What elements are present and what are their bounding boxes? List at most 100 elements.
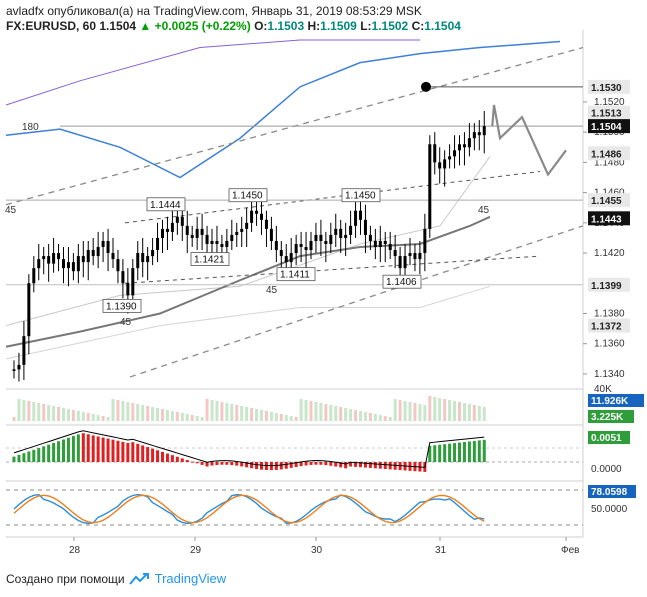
volume-bar xyxy=(408,402,412,421)
price-label: 1.1513 xyxy=(591,109,622,120)
volume-bar xyxy=(383,416,387,421)
stoch-value-box xyxy=(588,485,636,498)
candle-body xyxy=(373,240,377,248)
volume-bar xyxy=(42,404,46,421)
volume-bar xyxy=(81,412,85,421)
candle-body xyxy=(37,259,41,269)
macd-hist-bar xyxy=(324,462,328,466)
macd-hist-bar xyxy=(116,440,120,462)
annotation-label: 1.1406 xyxy=(386,277,417,288)
volume-bar xyxy=(378,415,382,421)
volume-bar xyxy=(304,400,308,421)
candle-body xyxy=(116,259,120,272)
macd-hist-bar xyxy=(284,462,288,469)
open-value: 1.1503 xyxy=(267,19,305,33)
author[interactable]: avladfx xyxy=(6,4,45,18)
macd-hist-bar xyxy=(368,462,372,468)
volume-bar xyxy=(146,406,150,421)
price-label-box xyxy=(588,79,630,94)
candle-body xyxy=(165,228,169,232)
candle-body xyxy=(255,210,259,214)
macd-hist-bar xyxy=(255,462,259,469)
angle-label: 180 xyxy=(22,122,39,133)
candle-body xyxy=(66,262,70,269)
price-label-box xyxy=(588,318,630,333)
macd-hist-bar xyxy=(329,462,333,466)
price-label-box xyxy=(588,211,630,226)
macd-hist-bar xyxy=(299,462,303,467)
candle-body xyxy=(12,369,16,371)
candle-body xyxy=(477,132,481,136)
macd-hist-bar xyxy=(220,462,224,465)
macd-hist-bar xyxy=(12,456,16,462)
macd-pane: 0.0051 0.0000 xyxy=(6,430,630,475)
low-label: L: xyxy=(360,19,372,33)
macd-hist-bar xyxy=(225,462,229,465)
candle-body xyxy=(47,256,51,264)
volume-bar xyxy=(482,407,486,421)
footer: Создано при помощи TradingView xyxy=(6,571,226,586)
candle-body xyxy=(264,219,268,229)
volume-bar xyxy=(354,410,358,421)
volume-bar xyxy=(71,410,75,421)
macd-hist-bar xyxy=(185,460,189,462)
candle-body xyxy=(151,250,155,257)
macd-hist-bar xyxy=(453,443,457,462)
price-change: +0.0025 (+0.22%) xyxy=(154,19,251,33)
macd-hist-bar xyxy=(245,462,249,468)
volume-bar xyxy=(161,409,164,421)
annotation-label: 1.1421 xyxy=(194,255,225,266)
candle-body xyxy=(458,144,461,151)
volume-bar xyxy=(428,396,432,421)
macd-hist-bar xyxy=(314,462,318,465)
macd-hist-bar xyxy=(27,451,31,462)
candle-body xyxy=(57,253,61,260)
volume-bar xyxy=(141,405,145,421)
volume-bar xyxy=(200,417,204,421)
candle-body xyxy=(279,250,283,257)
volume-value-box xyxy=(588,410,634,423)
macd-hist-bar xyxy=(136,443,140,462)
lower-channel-line xyxy=(129,225,584,378)
candle-body xyxy=(467,138,471,148)
volume-bar xyxy=(111,399,115,421)
candle-body xyxy=(235,231,239,235)
volume-bar xyxy=(66,409,70,421)
annotation-box xyxy=(146,197,186,212)
volume-bar xyxy=(393,399,397,421)
macd-hist-bar xyxy=(121,441,125,462)
macd-hist-bar xyxy=(428,445,432,462)
macd-hist-bar xyxy=(175,456,179,462)
candle-body xyxy=(448,156,452,160)
candle-body xyxy=(121,271,125,284)
volume-bar xyxy=(264,411,268,421)
macd-hist-bar xyxy=(215,462,219,465)
candle-body xyxy=(111,253,115,260)
price-label: 1.1443 xyxy=(591,214,622,225)
candle-body xyxy=(205,234,209,244)
price-label: 1.1530 xyxy=(591,83,622,94)
volume-bar xyxy=(433,397,437,421)
volume-bar xyxy=(37,403,41,421)
volume-bar xyxy=(240,406,244,421)
candle-body xyxy=(309,240,313,251)
footer-brand[interactable]: TradingView xyxy=(154,571,227,586)
y-tick-label: 1.1340 xyxy=(594,369,625,380)
y-tick-label: 1.1380 xyxy=(594,308,625,319)
candle-body xyxy=(225,240,229,248)
macd-hist-bar xyxy=(126,442,130,462)
candles xyxy=(12,104,567,382)
candle-body xyxy=(185,225,189,235)
macd-hist-bar xyxy=(294,462,298,467)
stoch-value: 78.0598 xyxy=(591,487,628,498)
macd-hist-bar xyxy=(151,448,155,462)
candle-body xyxy=(453,150,457,157)
macd-hist-bar xyxy=(304,462,308,466)
macd-hist-bar xyxy=(161,451,164,462)
volume-bar xyxy=(76,411,80,421)
candle-body xyxy=(190,234,194,238)
angle-label: 45 xyxy=(478,205,490,216)
macd-hist-bar xyxy=(334,462,338,467)
y-tick-label: 1.1520 xyxy=(594,97,625,108)
